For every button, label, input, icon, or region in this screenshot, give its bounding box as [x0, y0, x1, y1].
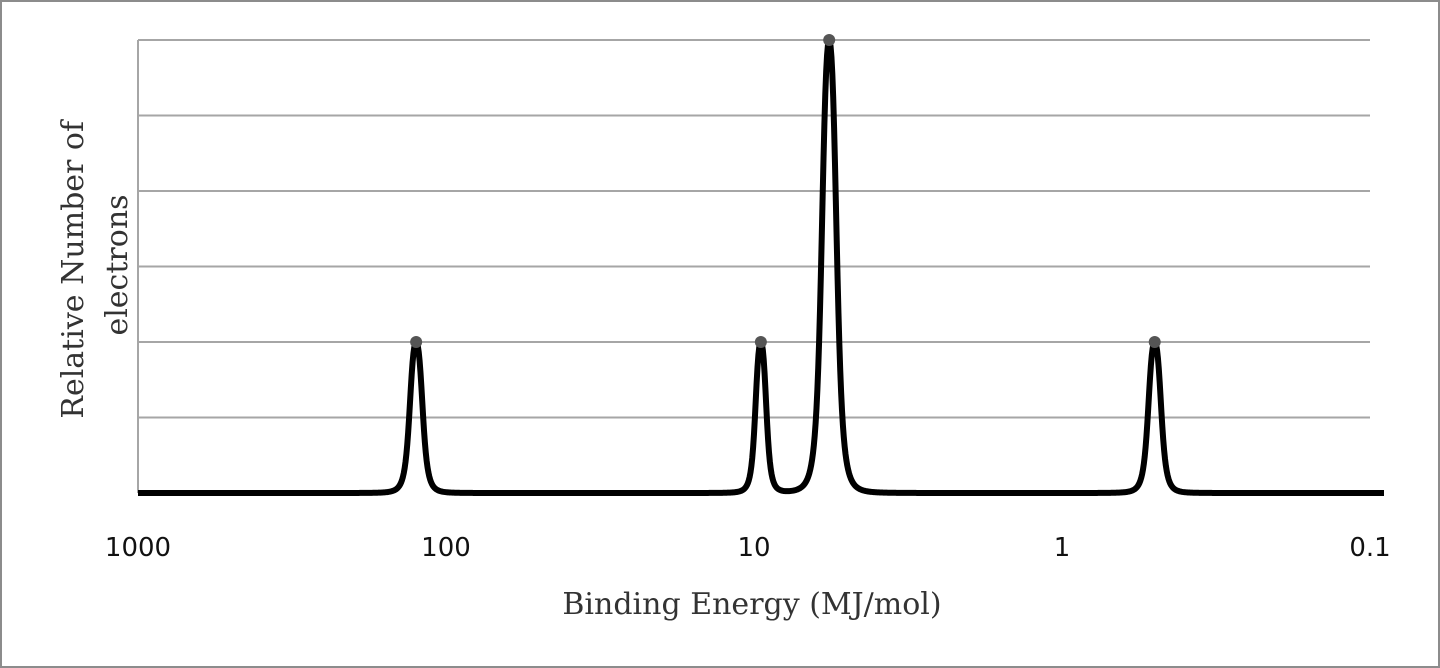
x-tick-label: 100 — [421, 533, 471, 563]
series-group — [135, 34, 1384, 496]
y-axis-title-line-1: Relative Number of — [56, 119, 91, 419]
peak-marker-2 — [754, 336, 767, 348]
peak-marker-1 — [410, 336, 423, 348]
x-axis-title: Binding Energy (MJ/mol) — [562, 587, 941, 622]
peak-marker-3 — [823, 34, 836, 46]
y-axis-title: Relative Number of electrons — [56, 111, 135, 418]
x-tick-label: 10 — [737, 533, 770, 563]
peak-marker-4 — [1148, 336, 1161, 348]
y-axis-title-line-2: electrons — [100, 194, 135, 335]
x-tick-label: 1000 — [105, 533, 171, 563]
gridlines — [138, 39, 1370, 419]
x-tick-label: 0.1 — [1349, 533, 1390, 563]
series-line — [135, 37, 1384, 496]
x-tick-label: 1 — [1054, 533, 1071, 563]
x-tick-labels: 1000 100 10 1 0.1 — [105, 533, 1391, 563]
